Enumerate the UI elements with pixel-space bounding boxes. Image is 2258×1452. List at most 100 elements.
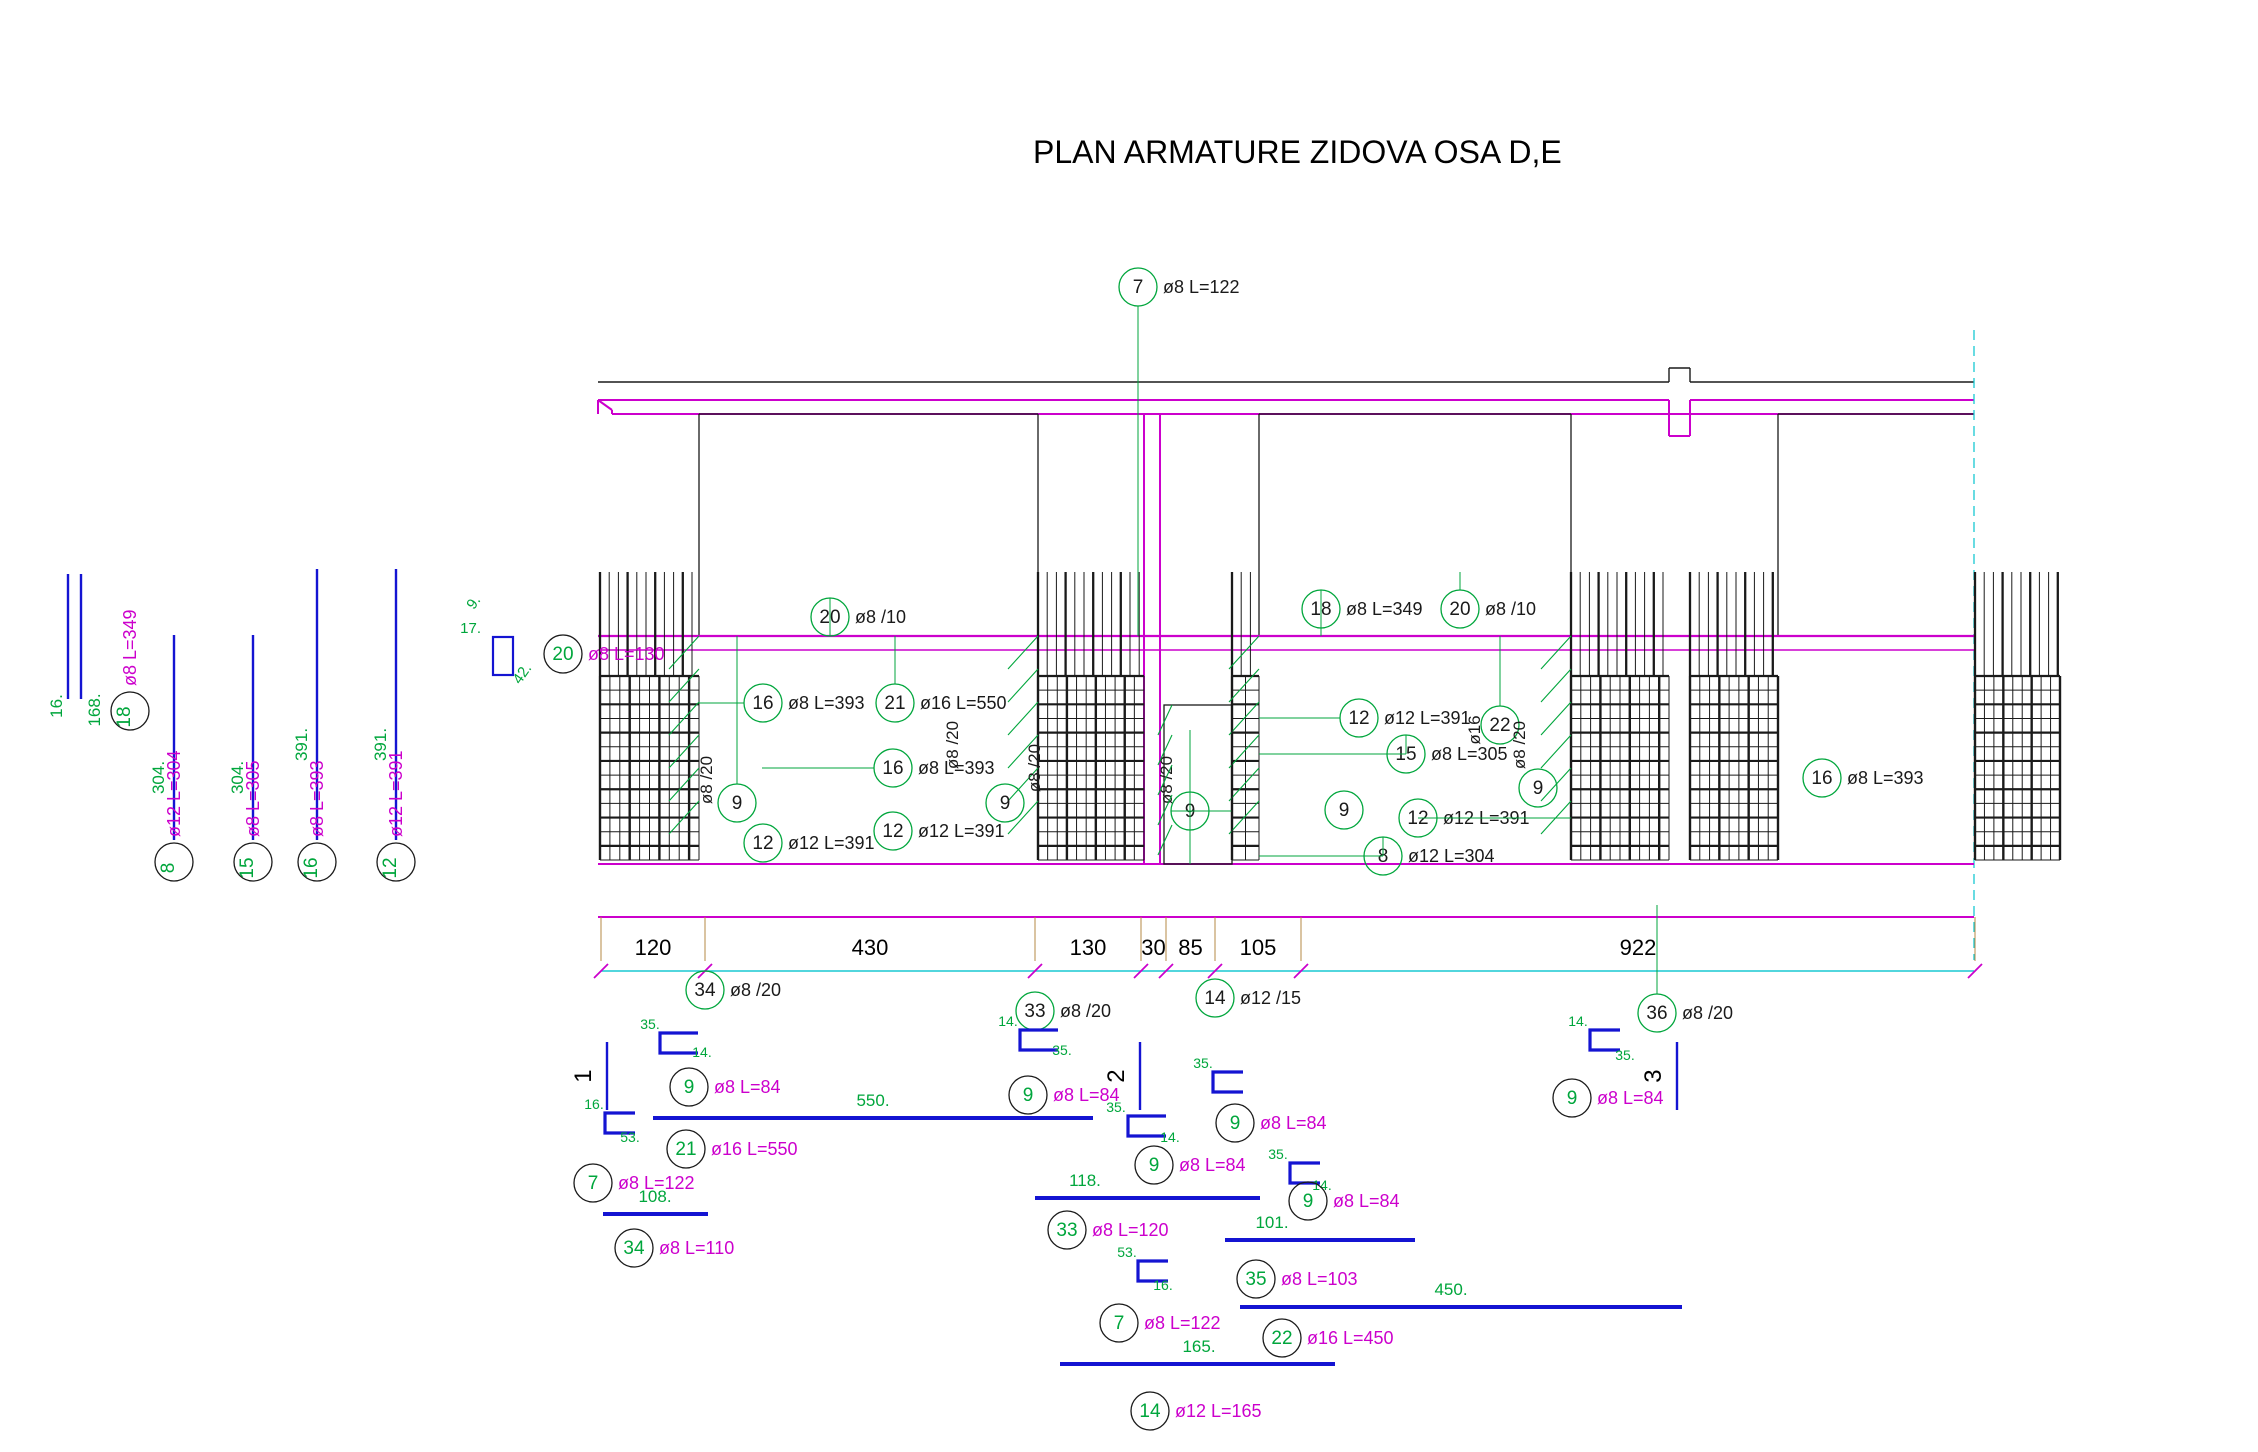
- svg-text:ø8 L=84: ø8 L=84: [1597, 1088, 1664, 1108]
- svg-text:16.: 16.: [1153, 1277, 1172, 1293]
- svg-text:ø12 L=304: ø12 L=304: [1408, 846, 1495, 866]
- svg-text:21: 21: [884, 693, 905, 714]
- svg-text:36: 36: [1646, 1003, 1667, 1024]
- svg-text:20: 20: [552, 644, 573, 665]
- svg-text:ø8 L=103: ø8 L=103: [1281, 1269, 1358, 1289]
- svg-text:9: 9: [1000, 793, 1011, 814]
- svg-text:53.: 53.: [620, 1129, 639, 1145]
- svg-text:7: 7: [1114, 1313, 1125, 1334]
- svg-text:ø12 L=304: ø12 L=304: [164, 750, 184, 837]
- svg-text:105: 105: [1240, 935, 1277, 960]
- svg-text:35.: 35.: [1052, 1042, 1071, 1058]
- svg-text:9: 9: [1023, 1085, 1034, 1106]
- svg-text:9: 9: [1230, 1113, 1241, 1134]
- svg-text:33: 33: [1056, 1220, 1077, 1241]
- svg-text:1: 1: [570, 1069, 597, 1082]
- svg-text:14: 14: [1204, 988, 1226, 1009]
- svg-text:14.: 14.: [1568, 1013, 1587, 1029]
- svg-text:922: 922: [1620, 935, 1657, 960]
- svg-text:ø8 /20: ø8 /20: [1510, 721, 1529, 769]
- svg-text:ø8 L=122: ø8 L=122: [1144, 1313, 1221, 1333]
- svg-text:ø16: ø16: [1465, 715, 1484, 744]
- svg-text:14.: 14.: [692, 1044, 711, 1060]
- svg-text:16.: 16.: [47, 694, 66, 718]
- svg-text:ø12 /15: ø12 /15: [1240, 988, 1301, 1008]
- svg-text:108.: 108.: [638, 1187, 671, 1206]
- svg-text:35.: 35.: [1268, 1146, 1287, 1162]
- svg-text:ø12 L=391: ø12 L=391: [1384, 708, 1471, 728]
- svg-text:391.: 391.: [292, 728, 311, 761]
- svg-text:430: 430: [852, 935, 889, 960]
- svg-text:21: 21: [675, 1139, 696, 1160]
- svg-text:ø8 L=84: ø8 L=84: [1179, 1155, 1246, 1175]
- svg-text:ø8 L=110: ø8 L=110: [659, 1238, 734, 1258]
- svg-text:ø8 L=393: ø8 L=393: [788, 693, 865, 713]
- svg-text:85: 85: [1178, 935, 1202, 960]
- svg-text:ø12 L=391: ø12 L=391: [788, 833, 875, 853]
- svg-text:14: 14: [1139, 1401, 1161, 1422]
- svg-text:9: 9: [1339, 800, 1350, 821]
- svg-text:16: 16: [752, 693, 773, 714]
- svg-text:35.: 35.: [640, 1016, 659, 1032]
- svg-text:ø8 L=305: ø8 L=305: [1431, 744, 1508, 764]
- svg-text:PLAN ARMATURE ZIDOVA OSA D,E: PLAN ARMATURE ZIDOVA OSA D,E: [1033, 134, 1562, 170]
- svg-text:14.: 14.: [1312, 1177, 1331, 1193]
- svg-text:ø8 L=393: ø8 L=393: [307, 760, 327, 837]
- svg-text:118.: 118.: [1069, 1171, 1101, 1190]
- svg-text:ø8 L=84: ø8 L=84: [1260, 1113, 1327, 1133]
- svg-text:7: 7: [1133, 277, 1144, 298]
- svg-text:9: 9: [684, 1077, 695, 1098]
- svg-text:3: 3: [1640, 1069, 1667, 1082]
- svg-text:35.: 35.: [1193, 1055, 1212, 1071]
- svg-text:8: 8: [158, 863, 179, 874]
- svg-text:165.: 165.: [1182, 1337, 1215, 1356]
- svg-text:ø12 L=391: ø12 L=391: [386, 750, 406, 837]
- svg-text:9: 9: [1533, 778, 1544, 799]
- svg-text:16: 16: [882, 758, 903, 779]
- svg-text:15: 15: [237, 857, 258, 878]
- svg-text:ø8 /20: ø8 /20: [1060, 1001, 1111, 1021]
- svg-text:ø8 /10: ø8 /10: [855, 607, 906, 627]
- svg-text:ø8 L=130: ø8 L=130: [588, 644, 665, 664]
- svg-text:34: 34: [623, 1238, 645, 1259]
- svg-text:9: 9: [1149, 1155, 1160, 1176]
- svg-text:ø16 L=550: ø16 L=550: [711, 1139, 798, 1159]
- svg-text:ø8 /20: ø8 /20: [730, 980, 781, 1000]
- svg-text:ø8 L=84: ø8 L=84: [714, 1077, 781, 1097]
- svg-text:33: 33: [1024, 1001, 1045, 1022]
- svg-text:53.: 53.: [1117, 1244, 1136, 1260]
- svg-text:120: 120: [635, 935, 672, 960]
- svg-text:9: 9: [1567, 1088, 1578, 1109]
- svg-text:14.: 14.: [998, 1013, 1017, 1029]
- svg-text:35: 35: [1245, 1269, 1266, 1290]
- svg-text:450.: 450.: [1434, 1280, 1467, 1299]
- svg-text:ø8 /20: ø8 /20: [1025, 744, 1044, 792]
- svg-text:9: 9: [1303, 1191, 1314, 1212]
- svg-text:34: 34: [694, 980, 716, 1001]
- svg-text:16.: 16.: [584, 1096, 603, 1112]
- svg-text:ø8 L=120: ø8 L=120: [1092, 1220, 1169, 1240]
- svg-text:168.: 168.: [85, 693, 104, 726]
- svg-text:ø8 /20: ø8 /20: [943, 721, 962, 769]
- svg-text:22: 22: [1271, 1328, 1292, 1349]
- svg-text:ø8 L=349: ø8 L=349: [1346, 599, 1423, 619]
- svg-text:20: 20: [1449, 599, 1470, 620]
- svg-text:ø12 L=391: ø12 L=391: [918, 821, 1005, 841]
- svg-text:16: 16: [1811, 768, 1832, 789]
- svg-text:ø8 /20: ø8 /20: [697, 756, 716, 804]
- svg-text:12: 12: [882, 821, 903, 842]
- svg-text:12: 12: [1348, 708, 1369, 729]
- svg-text:35.: 35.: [1615, 1047, 1634, 1063]
- svg-text:ø16 L=550: ø16 L=550: [920, 693, 1007, 713]
- svg-text:ø16 L=450: ø16 L=450: [1307, 1328, 1394, 1348]
- svg-text:ø8 /10: ø8 /10: [1485, 599, 1536, 619]
- svg-text:12: 12: [380, 857, 401, 878]
- svg-text:ø8 /20: ø8 /20: [1157, 756, 1176, 804]
- svg-text:16: 16: [301, 857, 322, 878]
- svg-text:ø8 L=349: ø8 L=349: [120, 609, 140, 686]
- svg-text:7: 7: [588, 1173, 599, 1194]
- svg-text:12: 12: [752, 833, 773, 854]
- svg-text:35.: 35.: [1106, 1099, 1125, 1115]
- svg-text:17.: 17.: [460, 620, 481, 637]
- svg-text:9: 9: [732, 793, 743, 814]
